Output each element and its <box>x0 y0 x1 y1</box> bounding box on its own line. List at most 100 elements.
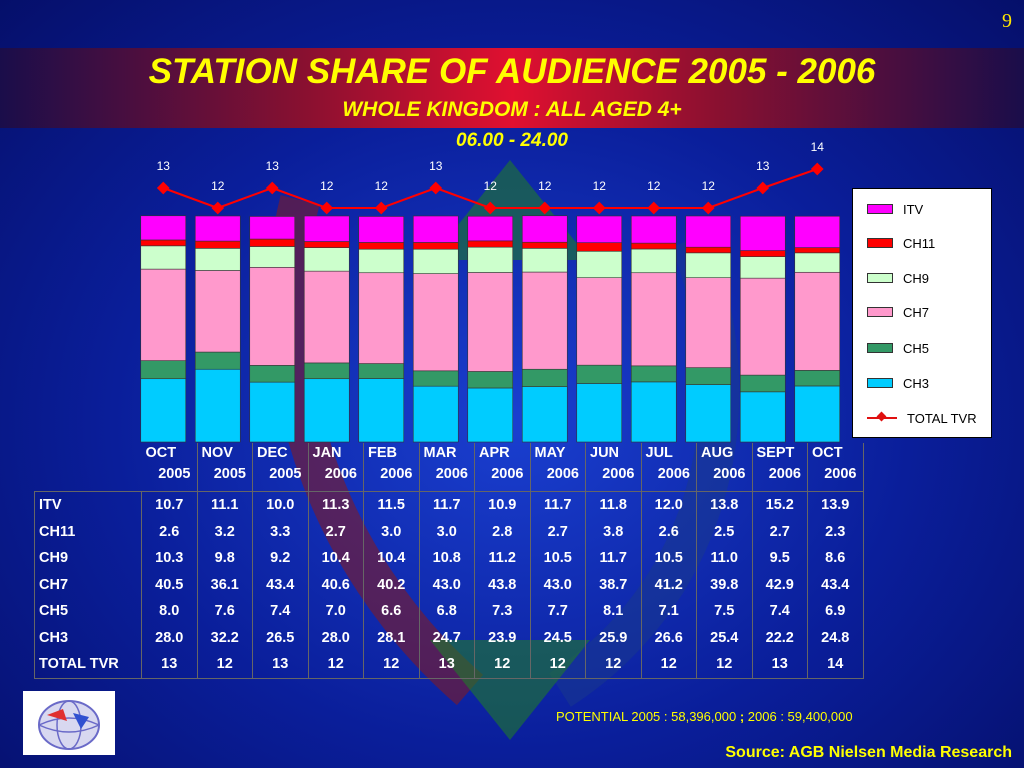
month-header: FEB 2006 <box>363 443 420 492</box>
total-tvr-label: 13 <box>756 159 770 173</box>
table-cell: 3.0 <box>419 518 475 545</box>
bar-segment-ch7 <box>249 267 296 366</box>
potential-separator: ; <box>739 709 745 724</box>
bar-segment-ch9 <box>739 256 786 279</box>
row-label: CH5 <box>34 598 142 625</box>
month-header: SEPT 2006 <box>752 443 808 492</box>
table-cell: 24.5 <box>530 624 586 651</box>
bar-segment-itv <box>685 215 732 248</box>
table-cell: 12.0 <box>641 491 697 519</box>
legend-item-ch7: CH7 <box>867 302 929 322</box>
bar-segment-ch3 <box>685 384 732 443</box>
table-row: CH7 40.5 36.1 43.4 40.6 40.2 43.0 43.8 4… <box>34 571 864 598</box>
bar-segment-ch3 <box>467 387 514 443</box>
bar-segment-ch5 <box>412 370 459 387</box>
table-cell: 2.8 <box>474 518 531 545</box>
total-tvr-point <box>810 162 824 176</box>
legend-item-ch5: CH5 <box>867 338 929 358</box>
bar-segment-ch9 <box>794 252 841 273</box>
data-table: OCT 2005 NOV 2005 DEC 2005 JAN 2006 FEB 2006 … <box>34 443 864 679</box>
table-cell: 11.0 <box>696 545 753 572</box>
month-header: JUL 2006 <box>641 443 697 492</box>
legend-label: ITV <box>903 201 924 217</box>
table-cell: 13 <box>141 651 198 679</box>
table-cell: 11.7 <box>585 545 642 572</box>
month-header: AUG 2006 <box>696 443 753 492</box>
month-label: JAN <box>312 445 342 461</box>
bar-segment-itv <box>194 215 241 242</box>
table-cell: 11.7 <box>530 491 586 519</box>
total-tvr-point <box>374 201 388 215</box>
bar-segment-ch3 <box>249 381 296 443</box>
table-cell: 11.3 <box>308 491 364 519</box>
month-label: FEB <box>368 445 397 461</box>
year-label: 2006 <box>768 466 801 482</box>
year-label: 2006 <box>324 466 357 482</box>
year-label: 2005 <box>269 466 302 482</box>
total-tvr-label: 12 <box>211 179 225 193</box>
year-label: 2006 <box>602 466 635 482</box>
table-cell: 9.8 <box>197 545 253 572</box>
table-cell: 6.9 <box>807 598 864 625</box>
table-cell: 3.2 <box>197 518 253 545</box>
total-tvr-point <box>265 181 279 195</box>
bar-segment-ch5 <box>576 364 623 384</box>
total-tvr-point <box>647 201 661 215</box>
table-cell: 12 <box>363 651 420 679</box>
bar-segment-ch7 <box>685 277 732 368</box>
table-cell: 10.5 <box>641 545 697 572</box>
bar-segment-ch5 <box>140 360 187 380</box>
total-tvr-point <box>429 181 443 195</box>
bar-segment-itv <box>412 215 459 243</box>
table-cell: 42.9 <box>752 571 808 598</box>
table-cell: 28.0 <box>308 624 364 651</box>
table-cell: 10.3 <box>141 545 198 572</box>
table-cell: 3.0 <box>363 518 420 545</box>
chart-title: STATION SHARE OF AUDIENCE 2005 - 2006 <box>148 52 876 91</box>
table-row: CH3 28.0 32.2 26.5 28.0 28.1 24.7 23.9 2… <box>34 624 864 651</box>
bar-segment-ch3 <box>739 391 786 443</box>
table-cell: 26.6 <box>641 624 697 651</box>
table-cell: 10.9 <box>474 491 531 519</box>
bar-segment-ch11 <box>739 250 786 257</box>
legend-item-total-tvr: TOTAL TVR <box>867 408 977 428</box>
bar-segment-ch9 <box>303 247 350 272</box>
table-row: TOTAL TVR 13 12 13 12 12 13 12 12 12 12 … <box>34 651 864 679</box>
month-header: JUN 2006 <box>585 443 642 492</box>
bar-segment-ch9 <box>412 248 459 274</box>
title-band <box>0 48 1024 128</box>
total-tvr-label: 14 <box>811 140 825 154</box>
bar-segment-ch5 <box>249 365 296 383</box>
table-row: CH5 8.0 7.6 7.4 7.0 6.6 6.8 7.3 7.7 8.1 … <box>34 598 864 625</box>
table-cell: 7.4 <box>252 598 309 625</box>
total-tvr-point <box>483 201 497 215</box>
table-cell: 2.6 <box>141 518 198 545</box>
bar-segment-ch11 <box>576 242 623 252</box>
potential-2005: POTENTIAL 2005 : 58,396,000 <box>556 709 737 724</box>
bar-segment-ch11 <box>358 242 405 250</box>
bar-segment-itv <box>739 215 786 251</box>
total-tvr-label: 12 <box>375 179 389 193</box>
table-cell: 15.2 <box>752 491 808 519</box>
bar-segment-itv <box>521 215 568 243</box>
legend-swatch-ch7 <box>867 307 893 317</box>
table-cell: 6.8 <box>419 598 475 625</box>
table-cell: 7.0 <box>308 598 364 625</box>
header-row: OCT 2005 NOV 2005 DEC 2005 JAN 2006 FEB 2006 … <box>34 443 864 492</box>
table-cell: 22.2 <box>752 624 808 651</box>
month-header: OCT 2005 <box>141 443 198 492</box>
bar-segment-ch3 <box>140 378 187 443</box>
table-cell: 24.8 <box>807 624 864 651</box>
month-header: MAY 2006 <box>530 443 586 492</box>
legend-swatch-ch9 <box>867 273 893 283</box>
total-tvr-label: 12 <box>538 179 552 193</box>
legend-label: CH11 <box>903 235 936 251</box>
table-cell: 36.1 <box>197 571 253 598</box>
potential-2006: 2006 : 59,400,000 <box>747 709 853 724</box>
legend-label: TOTAL TVR <box>907 410 977 426</box>
bar-segment-ch3 <box>412 385 459 443</box>
month-label: SEPT <box>756 445 795 461</box>
table-cell: 40.5 <box>141 571 198 598</box>
total-tvr-label: 12 <box>320 179 334 193</box>
table-cell: 7.3 <box>474 598 531 625</box>
